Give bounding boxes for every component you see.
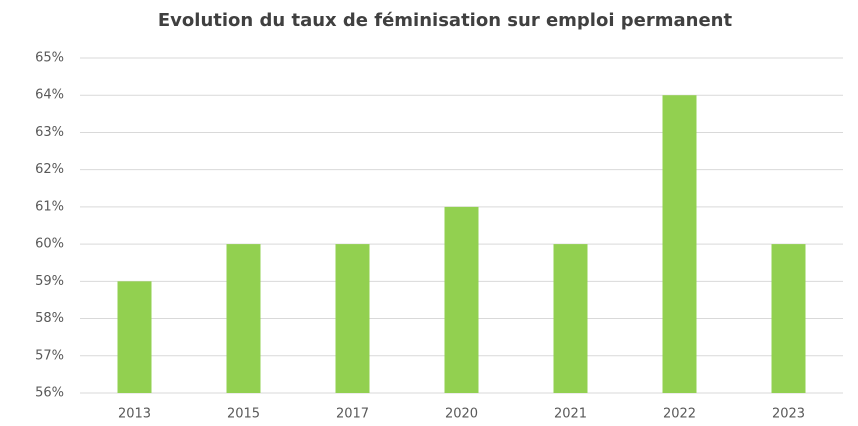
y-tick-label: 65% [35, 51, 64, 66]
y-tick-label: 63% [35, 125, 64, 140]
x-tick-label: 2013 [118, 407, 151, 422]
y-tick-label: 56% [35, 386, 64, 401]
x-tick-label: 2022 [663, 407, 696, 422]
x-tick-label: 2021 [554, 407, 587, 422]
y-tick-label: 60% [35, 237, 64, 252]
y-tick-label: 61% [35, 199, 64, 214]
bar [553, 244, 588, 393]
y-tick-label: 57% [35, 348, 64, 363]
x-tick-label: 2015 [227, 407, 260, 422]
bar [226, 244, 261, 393]
bar [335, 244, 370, 393]
y-tick-label: 62% [35, 162, 64, 177]
bar [662, 95, 697, 393]
bar [771, 244, 806, 393]
x-tick-label: 2023 [772, 407, 805, 422]
y-tick-label: 64% [35, 88, 64, 103]
y-tick-label: 59% [35, 274, 64, 289]
y-tick-label: 58% [35, 311, 64, 326]
x-tick-label: 2017 [336, 407, 369, 422]
bar [444, 206, 479, 393]
chart-title: Evolution du taux de féminisation sur em… [158, 10, 733, 31]
x-tick-label: 2020 [445, 407, 478, 422]
bar [117, 281, 152, 393]
